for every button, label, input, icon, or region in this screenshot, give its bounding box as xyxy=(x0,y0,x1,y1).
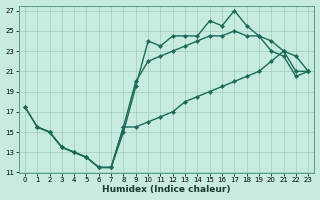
X-axis label: Humidex (Indice chaleur): Humidex (Indice chaleur) xyxy=(102,185,231,194)
